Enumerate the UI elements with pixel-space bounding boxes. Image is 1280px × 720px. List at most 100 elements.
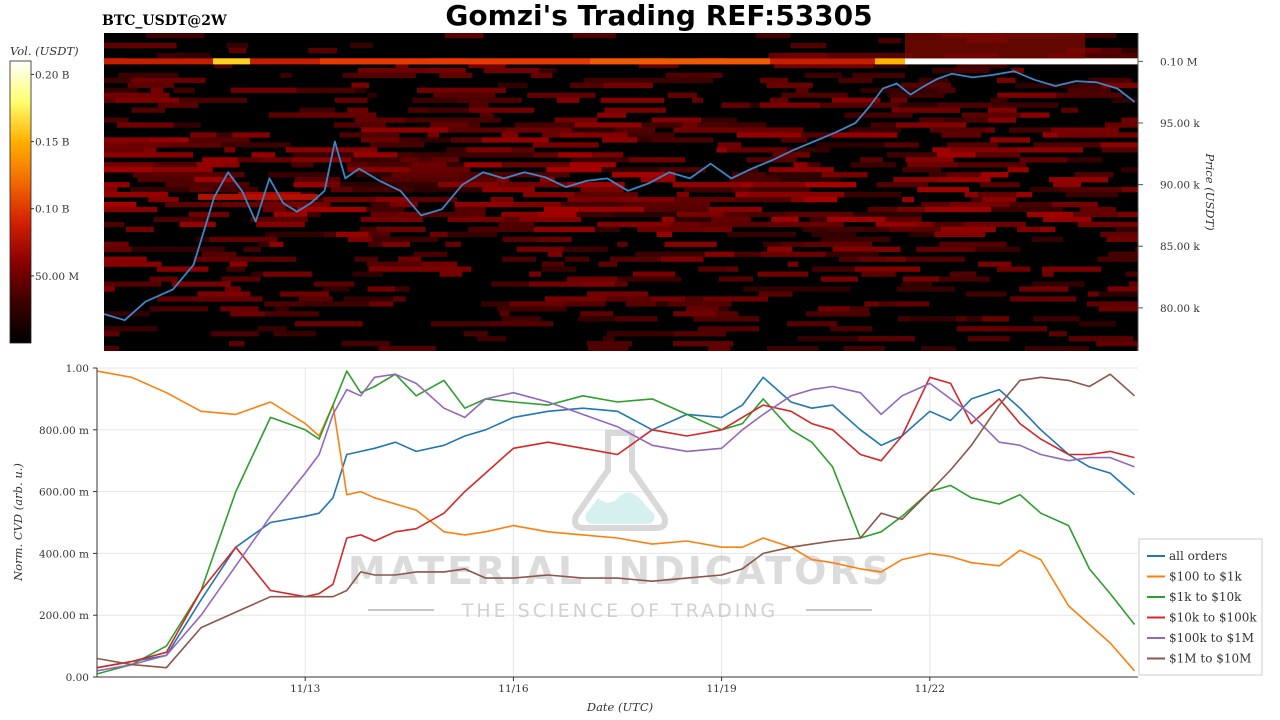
heatmap-cell	[565, 256, 590, 262]
heatmap-cell	[169, 142, 222, 148]
heatmap-cell	[760, 251, 826, 257]
heatmap-cell	[831, 132, 898, 138]
heatmap-cell	[861, 271, 896, 277]
heatmap-cell	[264, 311, 319, 317]
heatmap-cell	[1056, 92, 1123, 98]
heatmap-cell	[273, 331, 287, 337]
heatmap-cell	[104, 187, 118, 193]
heatmap-cell	[747, 167, 759, 173]
heatmap-cell	[1009, 127, 1052, 133]
heatmap-cell	[165, 182, 202, 188]
heatmap-cell	[280, 72, 292, 79]
heatmap-cell	[742, 127, 804, 133]
heatmap-cell	[673, 331, 726, 337]
heatmap-cell	[1116, 226, 1138, 233]
heatmap-cell	[940, 226, 996, 233]
heatmap-cell	[294, 321, 363, 327]
heatmap-cell	[1048, 177, 1109, 183]
heatmap-cell	[280, 291, 329, 297]
heatmap-cell	[781, 92, 848, 98]
heatmap-cell	[704, 251, 734, 257]
series-line-2	[97, 370, 1136, 672]
heatmap-cell	[501, 132, 519, 138]
heatmap-cell	[315, 112, 377, 118]
heatmap-cell	[237, 157, 261, 163]
heatmap-cell	[978, 261, 1012, 267]
heatmap-cell	[860, 157, 883, 163]
heatmap-cell	[361, 127, 392, 133]
heatmap-cell	[369, 142, 425, 148]
heatmap-cell	[572, 33, 606, 39]
heatmap-cell	[352, 271, 383, 277]
heatmap-cell	[367, 286, 396, 292]
heatmap-cell	[430, 122, 468, 128]
heatmap-cell	[890, 97, 908, 103]
heatmap-cell	[971, 196, 983, 203]
price-line	[104, 70, 1136, 322]
heatmap-cell	[796, 152, 810, 158]
heatmap-cell	[590, 58, 770, 65]
heatmap-cell	[382, 241, 411, 247]
heatmap-cell	[336, 231, 369, 238]
heatmap-cell	[750, 187, 810, 193]
heatmap-cell	[250, 216, 308, 223]
heatmap-cell	[433, 266, 472, 272]
heatmap-cell	[352, 72, 416, 79]
heatmap-cell	[158, 102, 199, 108]
heatmap-cell	[149, 172, 213, 178]
heatmap-cell	[768, 52, 782, 59]
heatmap-cell	[592, 152, 624, 158]
heatmap-cell	[202, 157, 238, 163]
heatmap-cell	[804, 196, 838, 203]
heatmap-cell	[937, 102, 992, 108]
heatmap-cell	[1081, 33, 1117, 39]
heatmap-cell	[667, 92, 697, 98]
heatmap-cell	[907, 162, 959, 168]
heatmap-cell	[606, 296, 652, 302]
heatmap-cell	[173, 122, 201, 128]
heatmap-cell	[451, 117, 489, 123]
heatmap-cell	[504, 216, 520, 223]
heatmap-cell	[894, 301, 930, 307]
heatmap-cell	[515, 122, 575, 128]
heatmap-cell	[307, 211, 321, 218]
heatmap-cell	[153, 216, 210, 223]
heatmap-cell	[322, 286, 350, 292]
heatmap-cell	[149, 276, 178, 282]
heatmap-cell	[1044, 206, 1064, 213]
heatmap-cell	[470, 211, 486, 218]
heatmap-cell	[1033, 142, 1101, 148]
heatmap-cell	[1024, 346, 1089, 351]
heatmap-cell	[889, 52, 913, 59]
heatmap-cell	[671, 221, 700, 228]
heatmap-cell	[370, 211, 396, 218]
heatmap-cell	[659, 167, 706, 173]
heatmap-cell	[543, 206, 580, 213]
heatmap-cell	[143, 147, 157, 153]
heatmap-cell	[787, 261, 799, 267]
heatmap-cell	[660, 256, 704, 262]
heatmap-cell	[149, 306, 209, 312]
legend-label: $100 to $1k	[1169, 570, 1242, 584]
heatmap-cell	[215, 132, 233, 138]
heatmap-cell	[408, 196, 458, 203]
heatmap-cell	[267, 172, 331, 178]
heatmap-cell	[411, 162, 447, 168]
heatmap-cell	[787, 321, 838, 327]
heatmap-cell	[1061, 107, 1079, 113]
cvd-y-tick-label: 200.00 m	[39, 610, 89, 622]
heatmap-cell	[201, 182, 250, 188]
heatmap-cell	[875, 102, 900, 108]
heatmap-cell	[479, 112, 494, 118]
heatmap-cell	[990, 137, 1031, 143]
heatmap-cell	[982, 196, 1017, 203]
heatmap-cell	[909, 231, 935, 238]
heatmap-cell	[820, 102, 876, 108]
heatmap-cell	[728, 177, 780, 183]
heatmap-cell	[956, 62, 1008, 69]
heatmap-cell	[566, 182, 625, 188]
heatmap-cell	[308, 47, 337, 54]
heatmap-cell	[961, 112, 1021, 118]
heatmap-cell	[104, 192, 168, 198]
